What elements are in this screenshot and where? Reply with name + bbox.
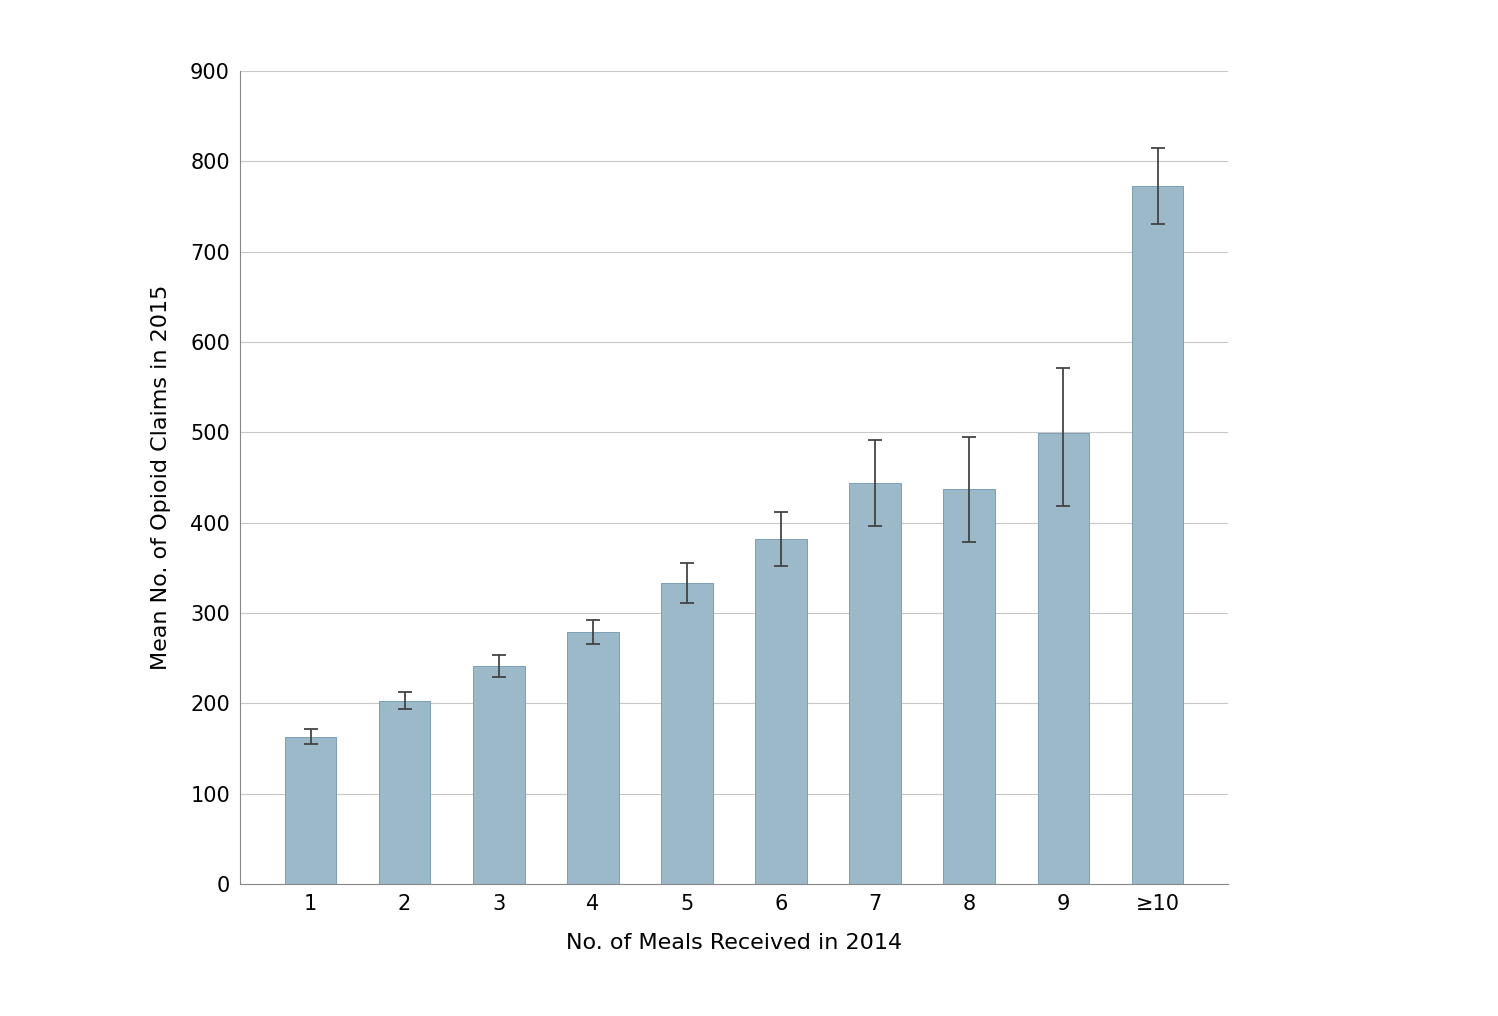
X-axis label: No. of Meals Received in 2014: No. of Meals Received in 2014	[566, 933, 902, 953]
Bar	[1131, 186, 1183, 884]
Bar	[944, 490, 995, 884]
Bar	[379, 701, 430, 884]
Bar	[1038, 433, 1089, 884]
Bar	[285, 737, 337, 884]
Bar	[755, 538, 807, 884]
Bar	[661, 583, 713, 884]
Bar	[566, 632, 619, 884]
Bar	[849, 483, 902, 884]
Y-axis label: Mean No. of Opioid Claims in 2015: Mean No. of Opioid Claims in 2015	[151, 284, 171, 671]
Bar	[473, 666, 524, 884]
